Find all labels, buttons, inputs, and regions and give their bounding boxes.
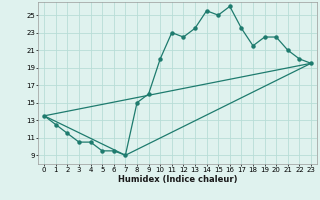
X-axis label: Humidex (Indice chaleur): Humidex (Indice chaleur) [118, 175, 237, 184]
